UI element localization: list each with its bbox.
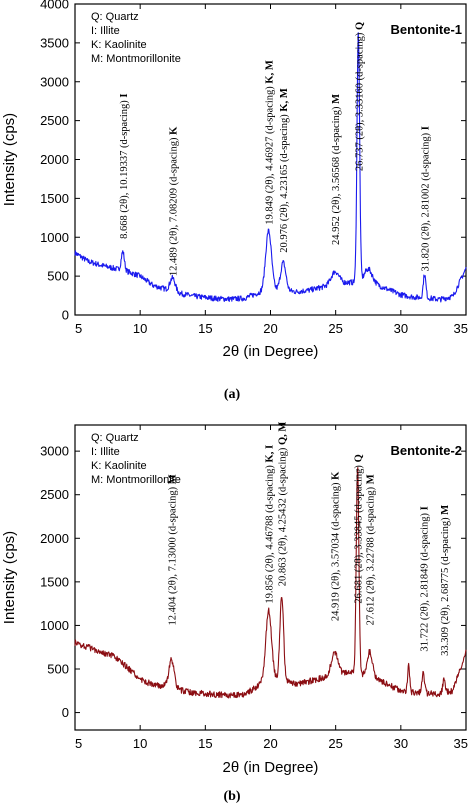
- y-tick-label: 1000: [40, 618, 69, 633]
- y-tick-label: 0: [62, 308, 69, 323]
- legend-entry: M: Montmorillonite: [91, 53, 181, 65]
- y-tick-label: 1500: [40, 574, 69, 589]
- peak-annotation: 20.976 (2θ), 4.23165 (d-spacing) K, M: [279, 88, 290, 253]
- peak-annotation-text: 12.489 (2θ), 7.08209 (d-spacing): [169, 135, 180, 276]
- peak-annotation-text: 31.820 (2θ), 2.81002 (d-spacing): [421, 130, 432, 271]
- x-tick-label: 20: [263, 321, 277, 336]
- peak-annotation-phase: K, M: [265, 60, 276, 83]
- xrd-panel-a: 5 10 15 20 25 30 35 0 500 1000 1500 2000 2500 3000 350…: [1, 0, 468, 402]
- peak-annotation-phase: I: [419, 506, 430, 510]
- peak-annotation-phase: M: [366, 474, 377, 484]
- y-tick-label: 1500: [40, 191, 69, 206]
- x-axis-title: 2θ (in Degree): [223, 343, 319, 360]
- y-tick-label: 4000: [40, 0, 69, 12]
- peak-annotation-text: 26.737 (2θ), 3.33160 (d-spacing): [354, 30, 365, 171]
- peak-annotation-text: 12.404 (2θ), 7.13000 (d-spacing): [167, 484, 178, 625]
- peak-annotation-phase: I: [421, 126, 432, 130]
- peak-annotation-text: 20.976 (2θ), 4.23165 (d-spacing): [279, 112, 290, 253]
- x-tick-label: 25: [328, 736, 342, 751]
- x-tick-label: 15: [198, 321, 212, 336]
- peak-annotation: 31.820 (2θ), 2.81002 (d-spacing) I: [421, 126, 432, 271]
- y-axis-title: Intensity (cps): [1, 531, 18, 624]
- y-axis-title: Intensity (cps): [1, 113, 18, 206]
- panel-caption: (b): [223, 789, 240, 804]
- peak-annotation-phase: K, M: [279, 88, 290, 111]
- y-tick-label: 2000: [40, 531, 69, 546]
- x-tick-label: 20: [263, 736, 277, 751]
- y-tick-label: 3500: [40, 35, 69, 50]
- legend-entry: K: Kaolinite: [91, 39, 147, 51]
- peak-annotation-text: 19.856 (2θ), 4.46788 (d-spacing): [265, 462, 276, 603]
- y-tick-label: 500: [47, 662, 69, 677]
- peak-annotation-text: 27.612 (2θ), 3.22788 (d-spacing): [366, 484, 377, 625]
- peak-annotation-text: 8.668 (2θ), 10.19337 (d-spacing): [119, 98, 130, 239]
- y-tick-label: 2500: [40, 113, 69, 128]
- peak-annotation-phase: Q, M: [278, 422, 289, 445]
- peak-annotation: 24.919 (2θ), 3.57034 (d-spacing) K: [331, 471, 342, 621]
- peak-annotation: 26.681 (2θ), 3.33845 (d-spacing) Q: [354, 454, 365, 603]
- sample-label: Bentonite-2: [391, 443, 463, 458]
- x-tick-label: 15: [198, 736, 212, 751]
- legend-entry: Q: Quartz: [91, 432, 139, 444]
- peak-annotation: 8.668 (2θ), 10.19337 (d-spacing) I: [119, 93, 130, 238]
- y-tick-label: 1000: [40, 230, 69, 245]
- peak-annotation: 12.404 (2θ), 7.13000 (d-spacing) M: [167, 474, 178, 625]
- peak-annotation: 31.722 (2θ), 2.81849 (d-spacing) I: [419, 506, 430, 651]
- peak-annotation-phase: K: [169, 126, 180, 135]
- y-tick-label: 0: [62, 705, 69, 720]
- x-tick-label: 5: [75, 736, 82, 751]
- legend-entry: Q: Quartz: [91, 11, 139, 23]
- peak-annotation-text: 24.919 (2θ), 3.57034 (d-spacing): [331, 480, 342, 621]
- panel-caption: (a): [224, 387, 241, 402]
- y-tick-label: 3000: [40, 444, 69, 459]
- y-tick-label: 2000: [40, 152, 69, 167]
- x-tick-label: 10: [133, 736, 147, 751]
- x-tick-label: 25: [328, 321, 342, 336]
- x-tick-label: 30: [394, 736, 408, 751]
- sample-label: Bentonite-1: [391, 22, 463, 37]
- xrd-pattern-line: [74, 32, 467, 303]
- y-tick-label: 3000: [40, 74, 69, 89]
- legend-entry: K: Kaolinite: [91, 460, 147, 472]
- peak-annotation: 19.856 (2θ), 4.46788 (d-spacing) K, I: [265, 445, 276, 604]
- x-tick-label: 35: [454, 321, 468, 336]
- peak-annotation-text: 24.952 (2θ), 3.56568 (d-spacing): [331, 104, 342, 245]
- x-tick-label: 5: [75, 321, 82, 336]
- peak-annotation-phase: M: [440, 505, 451, 515]
- peak-annotation: 19.849 (2θ), 4.46927 (d-spacing) K, M: [265, 60, 276, 225]
- x-tick-label: 30: [394, 321, 408, 336]
- y-tick-label: 500: [47, 269, 69, 284]
- xrd-panel-b: 5 10 15 20 25 30 35 0 500 1000 1500 2000 2500 3000 Int…: [1, 422, 468, 804]
- peak-annotation-text: 20.863 (2θ), 4.25432 (d-spacing): [278, 445, 289, 586]
- legend-entry: I: Illite: [91, 25, 120, 37]
- peak-annotation-text: 19.849 (2θ), 4.46927 (d-spacing): [265, 84, 276, 225]
- peak-annotation-phase: Q: [354, 22, 365, 30]
- peak-annotation: 12.489 (2θ), 7.08209 (d-spacing) K: [169, 126, 180, 276]
- peak-annotation: 27.612 (2θ), 3.22788 (d-spacing) M: [366, 474, 377, 625]
- peak-annotation-text: 31.722 (2θ), 2.81849 (d-spacing): [419, 510, 430, 651]
- peak-annotation-text: 33.309 (2θ), 2.68775 (d-spacing): [440, 515, 451, 656]
- peak-annotation-phase: M: [331, 94, 342, 104]
- y-tick-label: 2500: [40, 487, 69, 502]
- peak-annotation-text: 26.681 (2θ), 3.33845 (d-spacing): [354, 462, 365, 603]
- peak-annotation-phase: K: [331, 471, 342, 480]
- legend-entry: M: Montmorillonite: [91, 474, 181, 486]
- peak-annotation: 24.952 (2θ), 3.56568 (d-spacing) M: [331, 94, 342, 245]
- peak-annotation-phase: K, I: [265, 445, 276, 463]
- peak-annotation: 20.863 (2θ), 4.25432 (d-spacing) Q, M: [278, 422, 289, 587]
- peak-annotation-phase: M: [167, 474, 178, 484]
- peak-annotation: 33.309 (2θ), 2.68775 (d-spacing) M: [440, 505, 451, 656]
- peak-annotation: 26.737 (2θ), 3.33160 (d-spacing) Q: [354, 22, 365, 171]
- xrd-pattern-line: [74, 466, 467, 699]
- legend-entry: I: Illite: [91, 446, 120, 458]
- x-tick-label: 10: [133, 321, 147, 336]
- peak-annotation-phase: Q: [354, 454, 365, 462]
- x-tick-label: 35: [454, 736, 468, 751]
- x-axis-title: 2θ (in Degree): [223, 759, 319, 776]
- peak-annotation-phase: I: [119, 93, 130, 97]
